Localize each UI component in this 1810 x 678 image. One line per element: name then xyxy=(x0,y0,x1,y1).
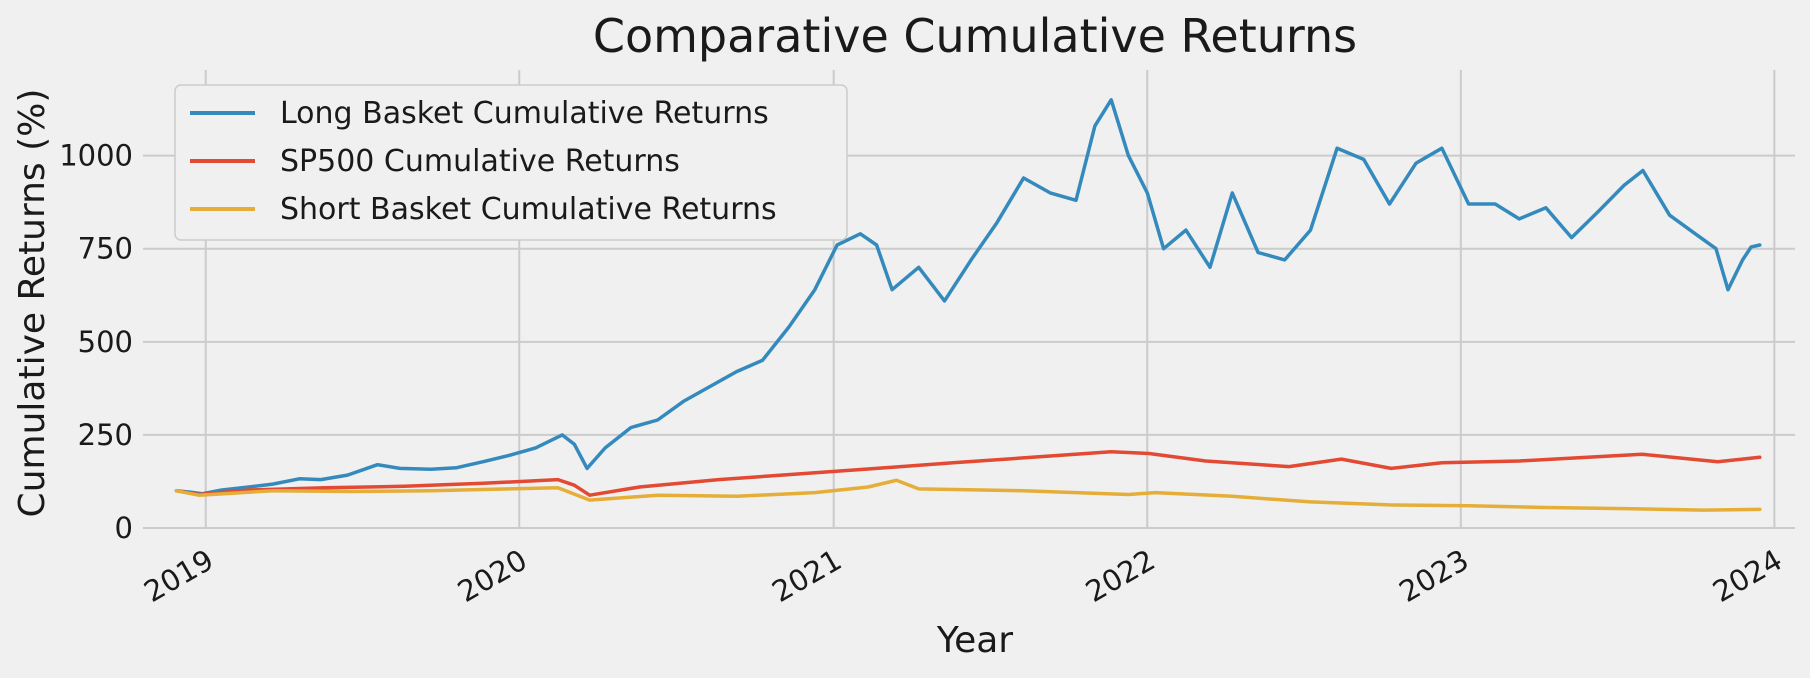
legend-label: SP500 Cumulative Returns xyxy=(280,144,680,179)
y-axis-label: Cumulative Returns (%) xyxy=(12,89,53,518)
y-tick-label: 500 xyxy=(78,325,133,359)
series-line-2 xyxy=(174,478,1762,512)
legend-label: Short Basket Cumulative Returns xyxy=(280,192,777,227)
x-tick-label: 2020 xyxy=(452,543,533,609)
x-tick-label: 2021 xyxy=(766,543,847,609)
series-line-0 xyxy=(174,98,1762,496)
y-tick-label: 750 xyxy=(78,232,133,266)
x-tick-label: 2024 xyxy=(1707,543,1788,609)
y-tick-label: 250 xyxy=(78,418,133,452)
legend-box xyxy=(174,84,848,241)
legend: Long Basket Cumulative Returns SP500 Cumu… xyxy=(174,84,848,241)
x-tick-label: 2022 xyxy=(1080,543,1161,609)
legend-label: Long Basket Cumulative Returns xyxy=(280,96,769,131)
x-axis-label: Year xyxy=(936,620,1013,661)
x-tick-label: 2023 xyxy=(1393,543,1474,609)
y-tick-label: 1000 xyxy=(59,139,133,173)
x-tick-label: 2019 xyxy=(138,543,219,609)
chart-title: Comparative Cumulative Returns xyxy=(593,9,1357,63)
y-tick-label: 0 xyxy=(115,511,133,545)
series-line-1 xyxy=(174,449,1762,497)
series-lines xyxy=(174,98,1762,512)
